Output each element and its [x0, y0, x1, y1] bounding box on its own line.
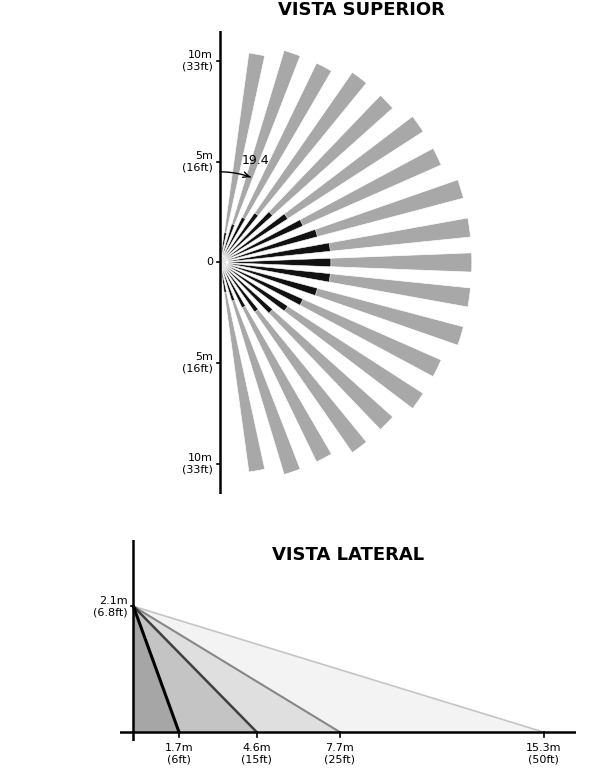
Polygon shape: [229, 73, 367, 250]
Polygon shape: [133, 606, 179, 732]
Polygon shape: [220, 229, 317, 262]
Polygon shape: [220, 213, 259, 262]
Polygon shape: [225, 50, 300, 248]
Polygon shape: [227, 63, 332, 249]
Polygon shape: [220, 262, 227, 293]
Text: 5m
(16ft): 5m (16ft): [182, 352, 213, 374]
Polygon shape: [220, 232, 227, 262]
Polygon shape: [231, 273, 393, 430]
Polygon shape: [223, 53, 265, 247]
Text: 4.6m
(15ft): 4.6m (15ft): [241, 743, 272, 764]
Polygon shape: [233, 271, 423, 408]
Polygon shape: [220, 212, 272, 262]
Polygon shape: [225, 277, 300, 475]
Text: VISTA LATERAL: VISTA LATERAL: [272, 547, 424, 564]
Polygon shape: [236, 218, 470, 261]
Polygon shape: [220, 258, 331, 267]
Polygon shape: [220, 220, 303, 262]
Text: 5m
(16ft): 5m (16ft): [182, 151, 213, 173]
Text: 10m
(33ft): 10m (33ft): [182, 50, 213, 72]
Polygon shape: [220, 262, 303, 305]
Text: VISTA SUPERIOR: VISTA SUPERIOR: [278, 1, 445, 19]
Polygon shape: [220, 262, 317, 296]
Polygon shape: [220, 262, 259, 312]
Polygon shape: [220, 262, 272, 313]
Polygon shape: [233, 117, 423, 254]
Text: 7.7m
(25ft): 7.7m (25ft): [325, 743, 355, 764]
Polygon shape: [133, 606, 544, 732]
Polygon shape: [235, 269, 441, 377]
Polygon shape: [235, 148, 441, 256]
Polygon shape: [220, 214, 288, 262]
Polygon shape: [220, 262, 288, 311]
Text: 0: 0: [206, 258, 213, 267]
Text: 2.1m
(6.8ft): 2.1m (6.8ft): [94, 595, 128, 617]
Text: 19.4: 19.4: [242, 154, 269, 168]
Polygon shape: [236, 264, 470, 307]
Polygon shape: [133, 606, 257, 732]
Text: 1.7m
(6ft): 1.7m (6ft): [164, 743, 193, 764]
Polygon shape: [220, 262, 235, 301]
Polygon shape: [235, 180, 464, 259]
Text: 15.3m
(50ft): 15.3m (50ft): [526, 743, 562, 764]
Polygon shape: [133, 606, 340, 732]
Polygon shape: [220, 262, 245, 308]
Polygon shape: [229, 275, 367, 452]
Polygon shape: [236, 252, 472, 273]
Polygon shape: [227, 276, 332, 462]
Polygon shape: [223, 278, 265, 472]
Polygon shape: [220, 217, 245, 262]
Text: 10m
(33ft): 10m (33ft): [182, 453, 213, 475]
Polygon shape: [220, 262, 331, 282]
Polygon shape: [220, 243, 331, 262]
Polygon shape: [231, 95, 393, 252]
Polygon shape: [235, 266, 464, 345]
Polygon shape: [220, 224, 235, 262]
